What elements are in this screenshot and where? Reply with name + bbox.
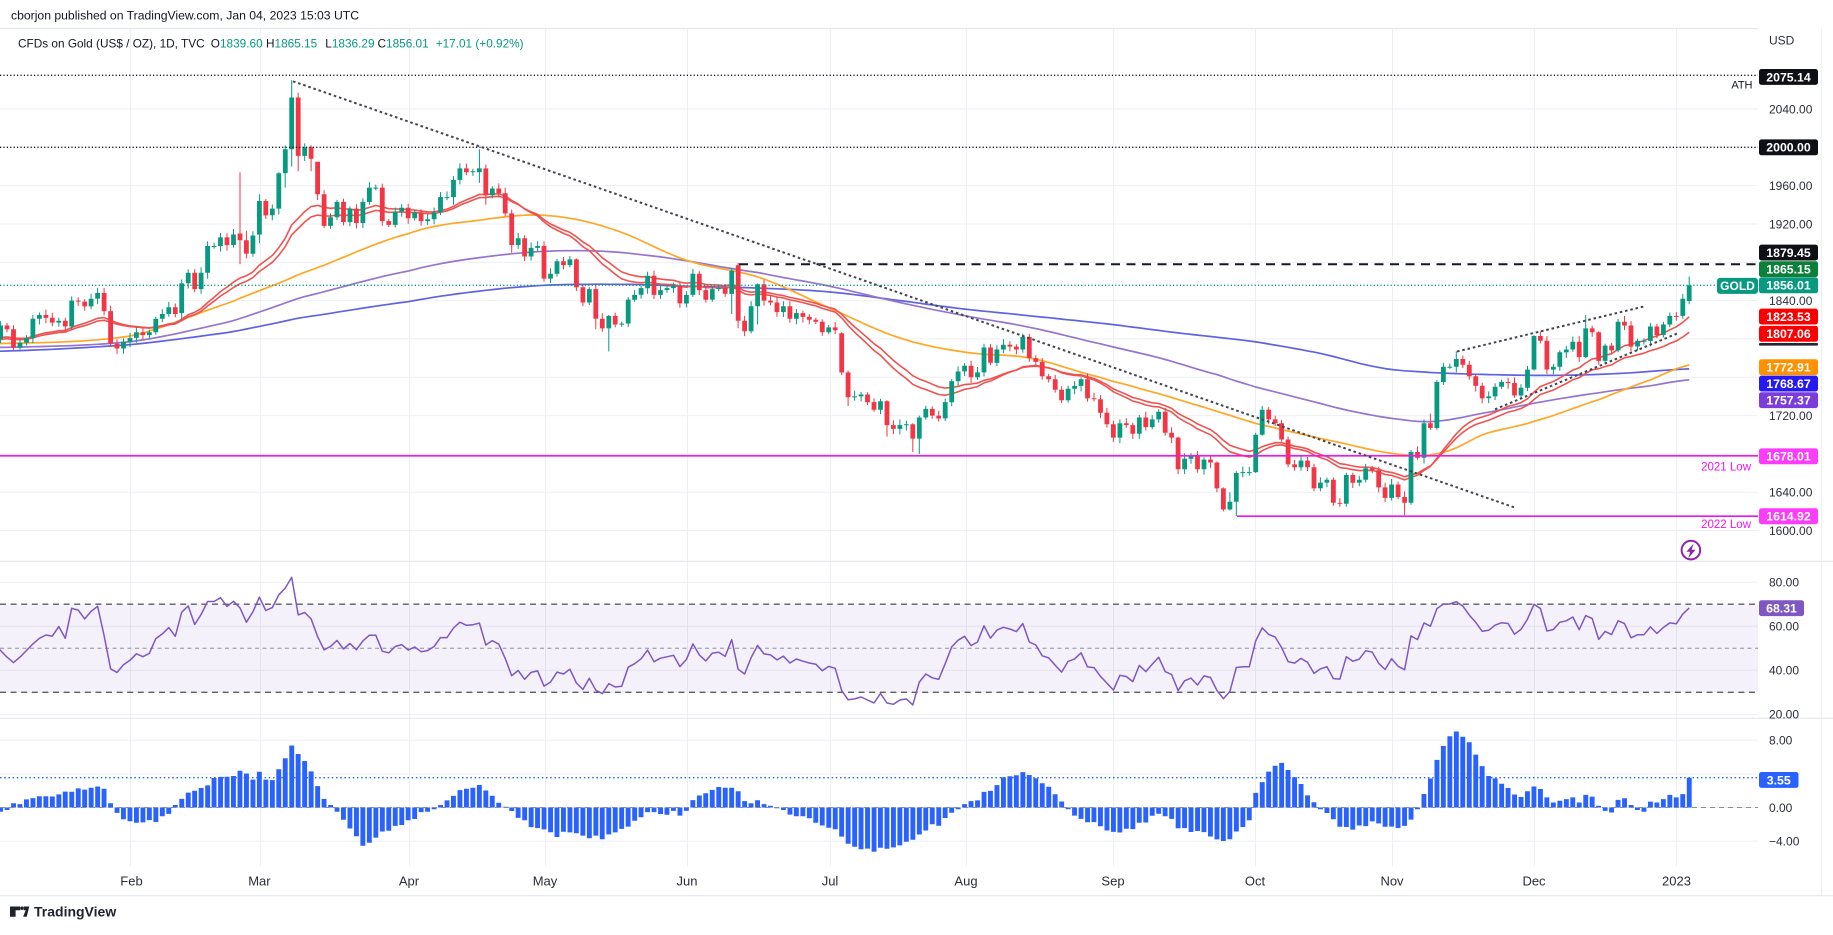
svg-text:1840.00: 1840.00 — [1769, 294, 1813, 308]
svg-text:2023: 2023 — [1662, 874, 1691, 889]
svg-text:80.00: 80.00 — [1769, 575, 1799, 589]
svg-text:Nov: Nov — [1380, 874, 1404, 889]
svg-text:USD: USD — [1769, 34, 1795, 48]
svg-text:1768.67: 1768.67 — [1766, 377, 1811, 391]
svg-text:Sep: Sep — [1101, 874, 1124, 889]
svg-text:H1865.15: H1865.15 — [266, 37, 318, 51]
svg-text:+17.01 (+0.92%): +17.01 (+0.92%) — [436, 37, 524, 51]
svg-text:68.31: 68.31 — [1766, 602, 1797, 616]
svg-text:2000.00: 2000.00 — [1766, 141, 1811, 155]
svg-text:1720.00: 1720.00 — [1769, 409, 1813, 423]
svg-text:Jul: Jul — [822, 874, 839, 889]
svg-text:O1839.60: O1839.60 — [211, 37, 263, 51]
svg-text:40.00: 40.00 — [1769, 664, 1799, 678]
svg-text:1640.00: 1640.00 — [1769, 486, 1813, 500]
svg-text:TradingView: TradingView — [34, 904, 116, 920]
svg-text:0.00: 0.00 — [1769, 801, 1793, 815]
svg-text:Feb: Feb — [120, 874, 142, 889]
svg-text:L1836.29: L1836.29 — [325, 37, 374, 51]
svg-text:1772.91: 1772.91 — [1766, 360, 1811, 374]
svg-text:GOLD: GOLD — [1720, 279, 1755, 293]
svg-text:Dec: Dec — [1522, 874, 1546, 889]
svg-text:1678.01: 1678.01 — [1766, 450, 1811, 464]
svg-text:ATH: ATH — [1731, 79, 1752, 91]
svg-text:−4.00: −4.00 — [1769, 834, 1800, 848]
svg-text:Mar: Mar — [248, 874, 271, 889]
svg-text:60.00: 60.00 — [1769, 620, 1799, 634]
svg-text:1865.15: 1865.15 — [1766, 262, 1811, 276]
svg-text:Apr: Apr — [399, 874, 420, 889]
svg-text:1600.00: 1600.00 — [1769, 524, 1813, 538]
svg-text:C1856.01: C1856.01 — [378, 37, 429, 51]
svg-text:1614.92: 1614.92 — [1766, 510, 1811, 524]
svg-text:1807.06: 1807.06 — [1766, 327, 1811, 341]
svg-text:20.00: 20.00 — [1769, 708, 1799, 722]
svg-text:Aug: Aug — [954, 874, 977, 889]
svg-text:1856.01: 1856.01 — [1766, 279, 1811, 293]
svg-text:3.55: 3.55 — [1767, 773, 1791, 787]
svg-text:Oct: Oct — [1245, 874, 1266, 889]
svg-text:8.00: 8.00 — [1769, 734, 1793, 748]
svg-text:1757.37: 1757.37 — [1766, 394, 1811, 408]
svg-text:1879.45: 1879.45 — [1766, 246, 1811, 260]
svg-text:1823.53: 1823.53 — [1766, 310, 1811, 324]
svg-text:CFDs on Gold (US$ / OZ), 1D, T: CFDs on Gold (US$ / OZ), 1D, TVC — [18, 37, 205, 51]
svg-text:2040.00: 2040.00 — [1769, 102, 1813, 116]
svg-text:May: May — [533, 874, 558, 889]
svg-text:2075.14: 2075.14 — [1766, 70, 1811, 84]
svg-text:2022 Low: 2022 Low — [1701, 519, 1752, 531]
svg-text:cborjon published on TradingVi: cborjon published on TradingView.com, Ja… — [11, 9, 359, 23]
svg-text:1960.00: 1960.00 — [1769, 179, 1813, 193]
svg-text:2021 Low: 2021 Low — [1701, 462, 1752, 474]
svg-text:1920.00: 1920.00 — [1769, 217, 1813, 231]
svg-text:Jun: Jun — [677, 874, 698, 889]
